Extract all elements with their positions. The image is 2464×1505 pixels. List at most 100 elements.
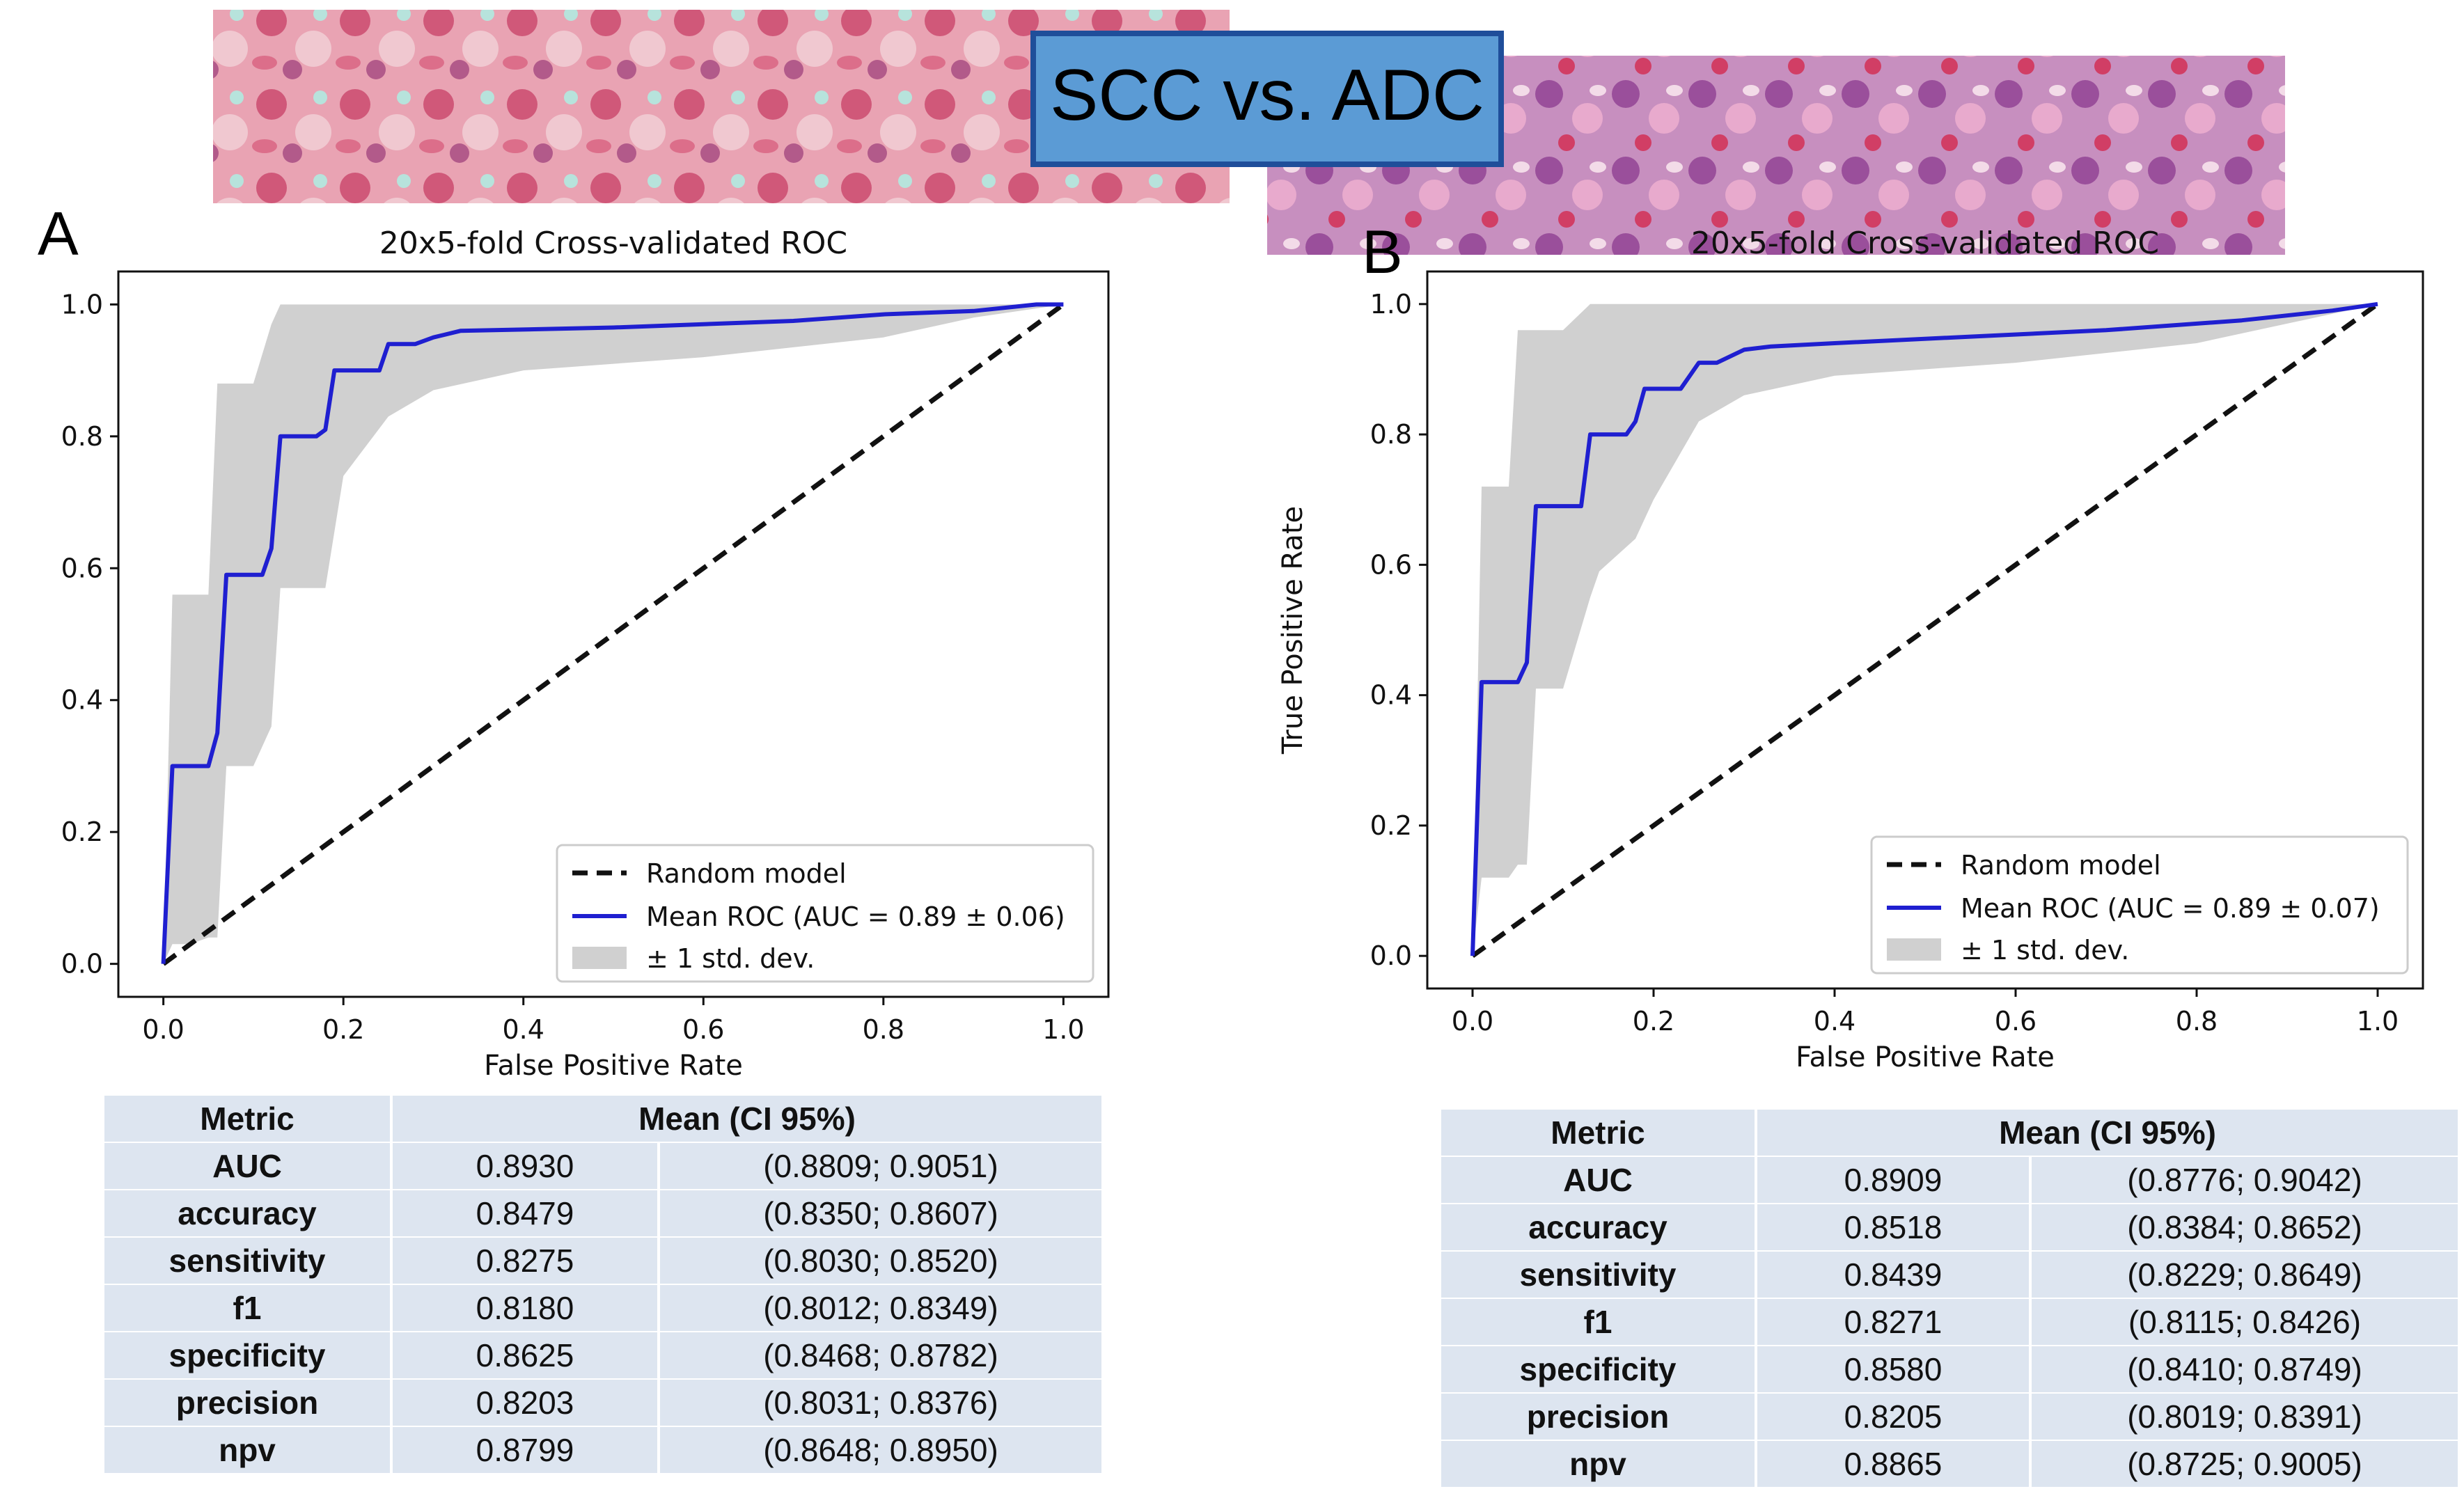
plot-frame <box>117 270 1110 998</box>
mean-roc-line <box>1470 301 2378 956</box>
x-tick-label: 0.6 <box>682 1014 724 1045</box>
mean-cell: 0.8275 <box>393 1238 657 1284</box>
metric-cell: accuracy <box>1441 1204 1755 1250</box>
legend-box <box>1870 835 2409 975</box>
table-row: f1 0.8180 (0.8012; 0.8349) <box>104 1285 1101 1331</box>
legend-box <box>556 844 1094 983</box>
legend-label: Random model <box>646 858 847 889</box>
x-tick-label: 0.4 <box>1814 1006 1855 1037</box>
roc-chart-b: 20x5-fold Cross-validated ROC 0.0 0.0 0.2 0.… <box>1277 226 2424 1073</box>
legend-label: Mean ROC (AUC = 0.89 ± 0.07) <box>1961 893 2380 924</box>
metrics-table-a: Metric Mean (CI 95%) AUC 0.8930 (0.8809; 0… <box>102 1094 1104 1474</box>
ci-cell: (0.8019; 0.8391) <box>2032 1394 2458 1440</box>
header-metric: Metric <box>1441 1110 1755 1156</box>
ci-cell: (0.8031; 0.8376) <box>660 1380 1101 1426</box>
x-axis-label: False Positive Rate <box>1796 1041 2055 1073</box>
y-tick-label: 0.6 <box>61 553 103 583</box>
metric-cell: specificity <box>1441 1346 1755 1392</box>
legend-label: Mean ROC (AUC = 0.89 ± 0.06) <box>646 901 1065 932</box>
table-row: precision 0.8205 (0.8019; 0.8391) <box>1441 1394 2458 1440</box>
table-row: precision 0.8203 (0.8031; 0.8376) <box>104 1380 1101 1426</box>
y-tick-label: 0.4 <box>1370 680 1412 711</box>
banner-title: SCC vs. ADC <box>1050 55 1484 136</box>
x-tick-label: 0.0 <box>1452 1006 1493 1037</box>
x-tick-label: 0.8 <box>2176 1006 2218 1037</box>
mean-cell: 0.8518 <box>1757 1204 2029 1250</box>
mean-cell: 0.8479 <box>393 1190 657 1236</box>
metric-cell: AUC <box>1441 1157 1755 1203</box>
metric-cell: f1 <box>104 1285 390 1331</box>
y-tick-label: 0.0 <box>61 949 103 979</box>
header-mean-ci: Mean (CI 95%) <box>393 1096 1101 1142</box>
plot-frame <box>1426 270 2424 990</box>
x-tick-label: 0.0 <box>142 1014 184 1045</box>
y-tick-label: 1.0 <box>61 289 103 320</box>
table-row: sensitivity 0.8275 (0.8030; 0.8520) <box>104 1238 1101 1284</box>
ci-cell: (0.8229; 0.8649) <box>2032 1252 2458 1298</box>
table-header-row: Metric Mean (CI 95%) <box>104 1096 1101 1142</box>
metric-cell: f1 <box>1441 1299 1755 1345</box>
banner-box <box>1030 31 1504 167</box>
metric-cell: sensitivity <box>1441 1252 1755 1298</box>
y-axis-label: True Positive Rate <box>1277 506 1309 755</box>
mean-cell: 0.8439 <box>1757 1252 2029 1298</box>
random-model-line <box>162 302 1065 966</box>
y-tick-label: 0.2 <box>1370 810 1412 841</box>
ci-cell: (0.8468; 0.8782) <box>660 1332 1101 1378</box>
table-row: f1 0.8271 (0.8115; 0.8426) <box>1441 1299 2458 1345</box>
metrics-table-b: Metric Mean (CI 95%) AUC 0.8909 (0.8776; 0… <box>1438 1108 2461 1488</box>
ci-cell: (0.8115; 0.8426) <box>2032 1299 2458 1345</box>
mean-cell: 0.8625 <box>393 1332 657 1378</box>
legend-label: Random model <box>1961 850 2161 881</box>
x-tick-label: 1.0 <box>1042 1014 1084 1045</box>
x-tick-label: 0.8 <box>863 1014 904 1045</box>
random-model-line <box>1470 301 2380 959</box>
ci-cell: (0.8725; 0.9005) <box>2032 1441 2458 1487</box>
table-row: accuracy 0.8518 (0.8384; 0.8652) <box>1441 1204 2458 1250</box>
x-axis-label: False Positive Rate <box>484 1050 743 1082</box>
metric-cell: sensitivity <box>104 1238 390 1284</box>
table-row: npv 0.8799 (0.8648; 0.8950) <box>104 1427 1101 1473</box>
legend-label: ± 1 std. dev. <box>1961 935 2129 966</box>
mean-cell: 0.8930 <box>393 1143 657 1189</box>
panel-label-a: A <box>38 199 79 268</box>
mean-cell: 0.8205 <box>1757 1394 2029 1440</box>
mean-cell: 0.8271 <box>1757 1299 2029 1345</box>
table-row: AUC 0.8930 (0.8809; 0.9051) <box>104 1143 1101 1189</box>
mean-cell: 0.8580 <box>1757 1346 2029 1392</box>
mean-cell: 0.8799 <box>393 1427 657 1473</box>
chart-title: 20x5-fold Cross-validated ROC <box>379 226 847 261</box>
table-row: npv 0.8865 (0.8725; 0.9005) <box>1441 1441 2458 1487</box>
y-tick-label: 1.0 <box>1370 289 1412 320</box>
mean-cell: 0.8865 <box>1757 1441 2029 1487</box>
mean-cell: 0.8180 <box>393 1285 657 1331</box>
roc-chart-a: 20x5-fold Cross-validated ROC 0.0 0.0 0.2 0.… <box>61 226 1110 1082</box>
x-tick-label: 0.4 <box>503 1014 544 1045</box>
x-tick-label: 0.2 <box>1633 1006 1674 1037</box>
mean-cell: 0.8909 <box>1757 1157 2029 1203</box>
metric-cell: precision <box>1441 1394 1755 1440</box>
table-row: specificity 0.8625 (0.8468; 0.8782) <box>104 1332 1101 1378</box>
metric-cell: specificity <box>104 1332 390 1378</box>
ci-cell: (0.8012; 0.8349) <box>660 1285 1101 1331</box>
metric-cell: accuracy <box>104 1190 390 1236</box>
ci-cell: (0.8410; 0.8749) <box>2032 1346 2458 1392</box>
table-row: specificity 0.8580 (0.8410; 0.8749) <box>1441 1346 2458 1392</box>
std-dev-band <box>1473 304 2378 956</box>
legend-swatch-band <box>572 947 627 969</box>
chart-title: 20x5-fold Cross-validated ROC <box>1691 226 2159 261</box>
metric-cell: AUC <box>104 1143 390 1189</box>
ci-cell: (0.8809; 0.9051) <box>660 1143 1101 1189</box>
mean-roc-line <box>161 302 1064 964</box>
y-tick-label: 0.4 <box>61 685 103 716</box>
table-row: sensitivity 0.8439 (0.8229; 0.8649) <box>1441 1252 2458 1298</box>
ci-cell: (0.8030; 0.8520) <box>660 1238 1101 1284</box>
y-tick-label: 0.8 <box>61 421 103 452</box>
panel-label-b: B <box>1362 217 1403 286</box>
x-tick-label: 0.6 <box>1995 1006 2037 1037</box>
header-metric: Metric <box>104 1096 390 1142</box>
ci-cell: (0.8776; 0.9042) <box>2032 1157 2458 1203</box>
ci-cell: (0.8350; 0.8607) <box>660 1190 1101 1236</box>
table-row: AUC 0.8909 (0.8776; 0.9042) <box>1441 1157 2458 1203</box>
